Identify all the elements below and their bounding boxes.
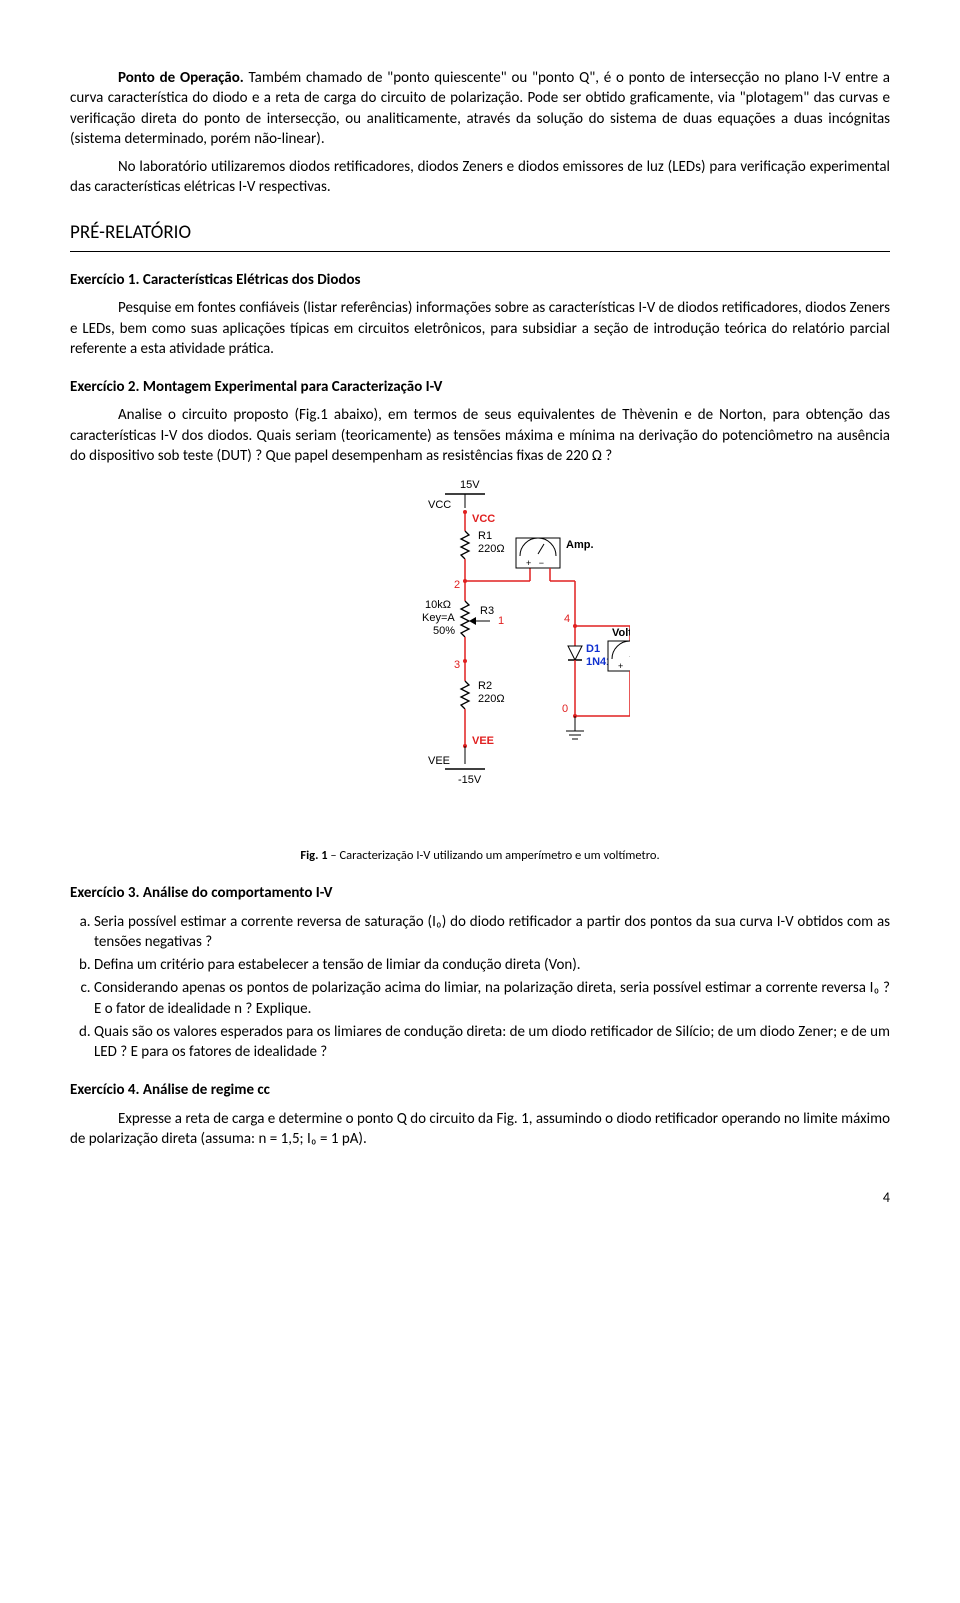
svg-text:VEE: VEE [428,755,450,767]
ex3-item-a: Seria possível estimar a corrente revers… [94,912,890,953]
svg-text:2: 2 [454,579,460,591]
ex3-item-b: Defina um critério para estabelecer a te… [94,955,890,975]
intro-paragraph-1: Ponto de Operação. Também chamado de "po… [70,68,890,149]
fig-label: Fig. 1 [300,848,327,863]
exercise-4-body: Expresse a reta de carga e determine o p… [70,1109,890,1150]
svg-text:+ −: + − [618,661,630,671]
section-heading: PRÉ-RELATÓRIO [70,220,890,253]
intro-paragraph-2: No laboratório utilizaremos diodos retif… [70,157,890,198]
svg-text:VCC: VCC [472,513,495,525]
figure-1-caption: Fig. 1 – Caracterização I-V utilizando u… [70,848,890,865]
svg-text:220Ω: 220Ω [478,693,505,705]
svg-text:Key=A: Key=A [422,612,455,624]
svg-text:3: 3 [454,659,460,671]
fig-caption-rest: – Caracterização I-V utilizando um amper… [328,848,660,863]
exercise-2-body: Analise o circuito proposto (Fig.1 abaix… [70,405,890,466]
ex3-item-c: Considerando apenas os pontos de polariz… [94,978,890,1019]
exercise-3-title: Exercício 3. Análise do comportamento I-… [70,883,890,903]
exercise-3-list: Seria possível estimar a corrente revers… [70,912,890,1063]
svg-text:R1: R1 [478,530,492,542]
svg-text:10kΩ: 10kΩ [425,599,451,611]
exercise-2-title: Exercício 2. Montagem Experimental para … [70,377,890,397]
circuit-diagram: 15V VCC VCC R1 220Ω 2 + − Amp. 4 10kΩ Ke… [330,476,630,836]
ex3-item-d: Quais são os valores esperados para os l… [94,1022,890,1063]
svg-text:4: 4 [564,613,570,625]
svg-text:VEE: VEE [472,735,494,747]
svg-text:220Ω: 220Ω [478,543,505,555]
svg-text:R2: R2 [478,680,492,692]
svg-text:50%: 50% [433,625,455,637]
svg-text:D1: D1 [586,643,600,655]
lead-term: Ponto de Operação. [118,69,244,87]
svg-text:15V: 15V [460,479,480,491]
exercise-4-title: Exercício 4. Análise de regime cc [70,1080,890,1100]
exercise-1-title: Exercício 1. Características Elétricas d… [70,270,890,290]
svg-text:Volt.: Volt. [612,627,630,639]
svg-text:R3: R3 [480,605,494,617]
page-number: 4 [70,1189,890,1208]
svg-text:Amp.: Amp. [566,539,594,551]
figure-1: 15V VCC VCC R1 220Ω 2 + − Amp. 4 10kΩ Ke… [70,476,890,842]
svg-text:-15V: -15V [458,774,482,786]
svg-text:+ −: + − [526,558,544,568]
svg-text:VCC: VCC [428,499,451,511]
svg-text:1: 1 [498,615,504,627]
exercise-1-body: Pesquise em fontes confiáveis (listar re… [70,298,890,359]
svg-text:0: 0 [562,703,568,715]
